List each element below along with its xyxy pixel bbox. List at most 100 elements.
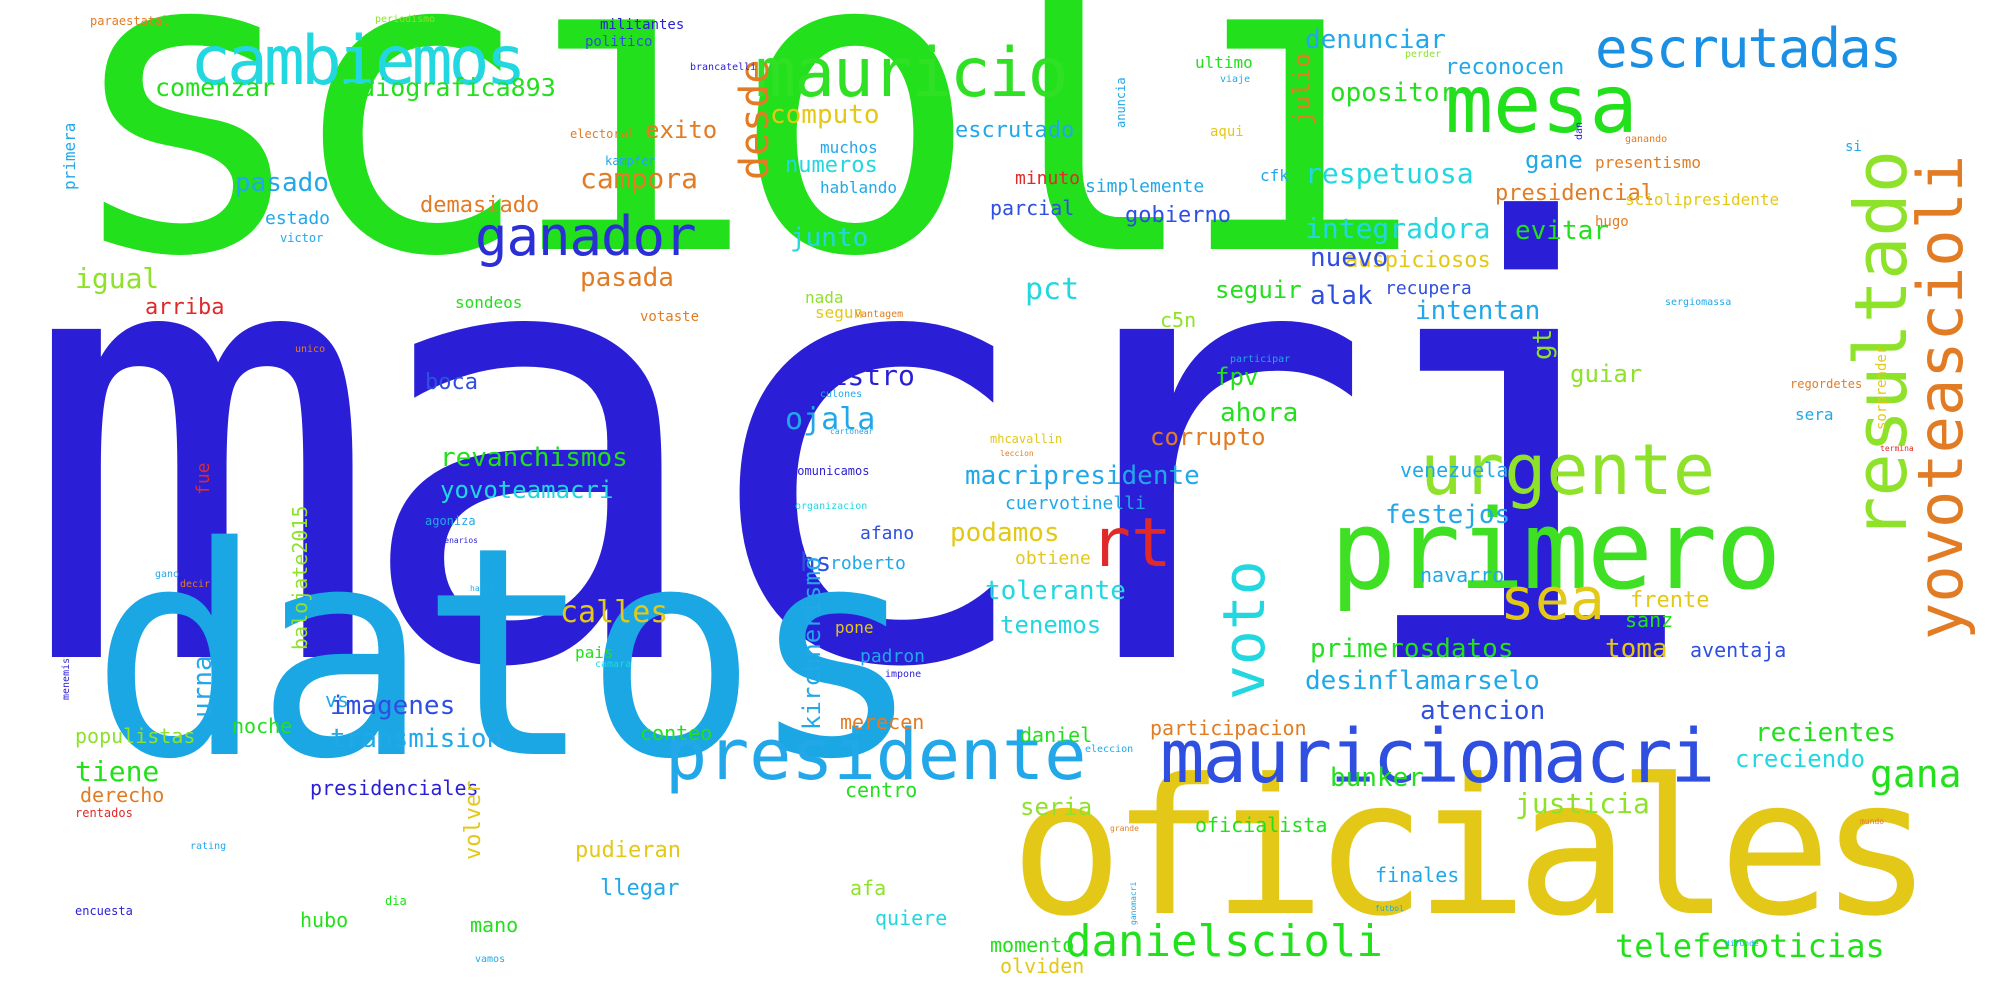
word-presidente: presidente bbox=[665, 714, 1087, 796]
word-yovoteamacri: yovoteamacri bbox=[440, 476, 614, 504]
word-paraestatal: paraestatal bbox=[90, 14, 170, 28]
word-hugo: hugo bbox=[1595, 214, 1629, 230]
word-derecho: derecho bbox=[80, 783, 165, 807]
word-organizacion: organizacion bbox=[795, 501, 868, 512]
word-hubo: hubo bbox=[300, 908, 349, 932]
word-encuesta: encuesta bbox=[75, 904, 133, 918]
word-gane: gane bbox=[1525, 146, 1583, 174]
word-c5n: c5n bbox=[1160, 308, 1197, 332]
word-seguir: seguir bbox=[1215, 276, 1302, 304]
word-sciolipresidente: sciolipresidente bbox=[1625, 190, 1780, 209]
word-centro: centro bbox=[845, 778, 918, 802]
word-ministro: ministro bbox=[780, 359, 915, 392]
word-escrutado: escrutado bbox=[955, 118, 1075, 143]
word-mano: mano bbox=[470, 913, 519, 937]
word-perder: perder bbox=[1405, 49, 1442, 60]
word-muchos: muchos bbox=[820, 138, 878, 157]
word-mundo: mundo bbox=[1860, 817, 1885, 826]
word-voto: voto bbox=[1210, 560, 1278, 700]
word-mesa: mesa bbox=[1445, 58, 1638, 151]
word-pasada: pasada bbox=[580, 263, 674, 293]
word-participacion: participacion bbox=[1150, 716, 1307, 740]
word-respetuosa: respetuosa bbox=[1305, 157, 1474, 190]
word-culones: culones bbox=[820, 389, 863, 400]
word-militantes: militantes bbox=[600, 17, 685, 33]
word-ojala: ojala bbox=[785, 402, 876, 437]
word-cartonear: cartonear bbox=[830, 427, 874, 436]
word-merecen: merecen bbox=[840, 710, 925, 734]
word-recupera: recupera bbox=[1385, 278, 1472, 299]
word-vantagem: vantagem bbox=[855, 309, 904, 320]
word-radiografica893: radiografica893 bbox=[330, 73, 556, 102]
word-igual: igual bbox=[75, 262, 160, 295]
word-nuevo: nuevo bbox=[1310, 243, 1389, 273]
word-impone: impone bbox=[885, 669, 922, 680]
word-ganando: ganando bbox=[1625, 134, 1668, 145]
word-politico: politico bbox=[585, 34, 653, 50]
word-primero: primero bbox=[1330, 486, 1782, 614]
word-venezuela: venezuela bbox=[1400, 458, 1509, 482]
word-mhcavallin: mhcavallin bbox=[990, 432, 1063, 446]
word-revanchismos: revanchismos bbox=[440, 443, 628, 473]
word-brancatelli: brancatelli bbox=[690, 62, 757, 73]
word-unico: unico bbox=[295, 344, 326, 355]
word-exito: exito bbox=[645, 116, 718, 144]
word-futbol: futbol bbox=[1375, 904, 1404, 913]
word-mauricio: mauricio bbox=[755, 34, 1069, 113]
word-electoral: electoral bbox=[570, 127, 636, 141]
word-calles: calles bbox=[560, 595, 669, 630]
word-gt: gt bbox=[1528, 328, 1558, 360]
word-padron: padron bbox=[860, 646, 926, 667]
word-obtiene: obtiene bbox=[1015, 548, 1091, 569]
word-toma: toma bbox=[1605, 634, 1668, 664]
word-denunciar: denunciar bbox=[1305, 25, 1446, 55]
word-estado: estado bbox=[265, 208, 331, 229]
word-regordetes: regordetes bbox=[1790, 377, 1863, 391]
word-julio: julio bbox=[1288, 52, 1316, 125]
word-termina: termina bbox=[1880, 444, 1914, 453]
word-macripresidente: macripresidente bbox=[965, 461, 1200, 491]
word-corrupto: corrupto bbox=[1150, 423, 1266, 451]
word-hs: hs bbox=[800, 548, 832, 578]
word-momento: momento bbox=[990, 933, 1075, 957]
word-pasado: pasado bbox=[235, 168, 329, 198]
word-pais: pais bbox=[575, 643, 614, 662]
word-aqui: aqui bbox=[1210, 124, 1244, 140]
word-desde: desde bbox=[732, 59, 778, 180]
word-agoniza: agoniza bbox=[425, 514, 476, 528]
word-macri: macri bbox=[20, 100, 1706, 799]
word-urgente: urgente bbox=[1420, 429, 1716, 511]
word-sorprender: sorprender bbox=[1874, 345, 1890, 430]
word-intentan: intentan bbox=[1415, 296, 1541, 326]
word-numeros: numeros bbox=[785, 153, 878, 178]
word-integradora: integradora bbox=[1305, 212, 1491, 245]
word-quiere: quiere bbox=[875, 906, 948, 930]
word-presidencial: presidencial bbox=[1495, 181, 1654, 206]
word-pudieran: pudieran bbox=[575, 838, 681, 863]
word-atencion: atencion bbox=[1420, 696, 1546, 726]
word-llegar: llegar bbox=[600, 876, 680, 901]
word-balojate2015: balojate2015 bbox=[288, 505, 312, 651]
word-sea: sea bbox=[1500, 565, 1605, 633]
word-fue: fue bbox=[193, 462, 214, 495]
word-navarro: navarro bbox=[1420, 563, 1505, 587]
word-periodismo: periodismo bbox=[375, 14, 436, 25]
word-cambiemos: cambiemos bbox=[190, 22, 526, 101]
word-cuervotinelli: cuervotinelli bbox=[1005, 493, 1146, 514]
word-rt: rt bbox=[1090, 504, 1172, 583]
word-imagenes: imagenes bbox=[330, 691, 456, 721]
word-afa: afa bbox=[850, 876, 887, 900]
word-kirchnerismo: kirchnerismo bbox=[798, 556, 826, 730]
word-segun: segun bbox=[815, 303, 864, 322]
word-victor: victor bbox=[280, 231, 324, 245]
word-afano: afano bbox=[860, 523, 915, 544]
word-si: si bbox=[1845, 139, 1862, 155]
word-tolerante: tolerante bbox=[985, 576, 1126, 606]
word-scioli: scioli bbox=[60, 0, 1427, 349]
word-comunicamos: comunicamos bbox=[790, 464, 870, 478]
word-daniel: daniel bbox=[1020, 723, 1093, 747]
word-danielscioli: danielscioli bbox=[1065, 916, 1383, 967]
word-ganomacri: ganomacri bbox=[1129, 881, 1138, 925]
word-volver: volver bbox=[461, 780, 486, 860]
